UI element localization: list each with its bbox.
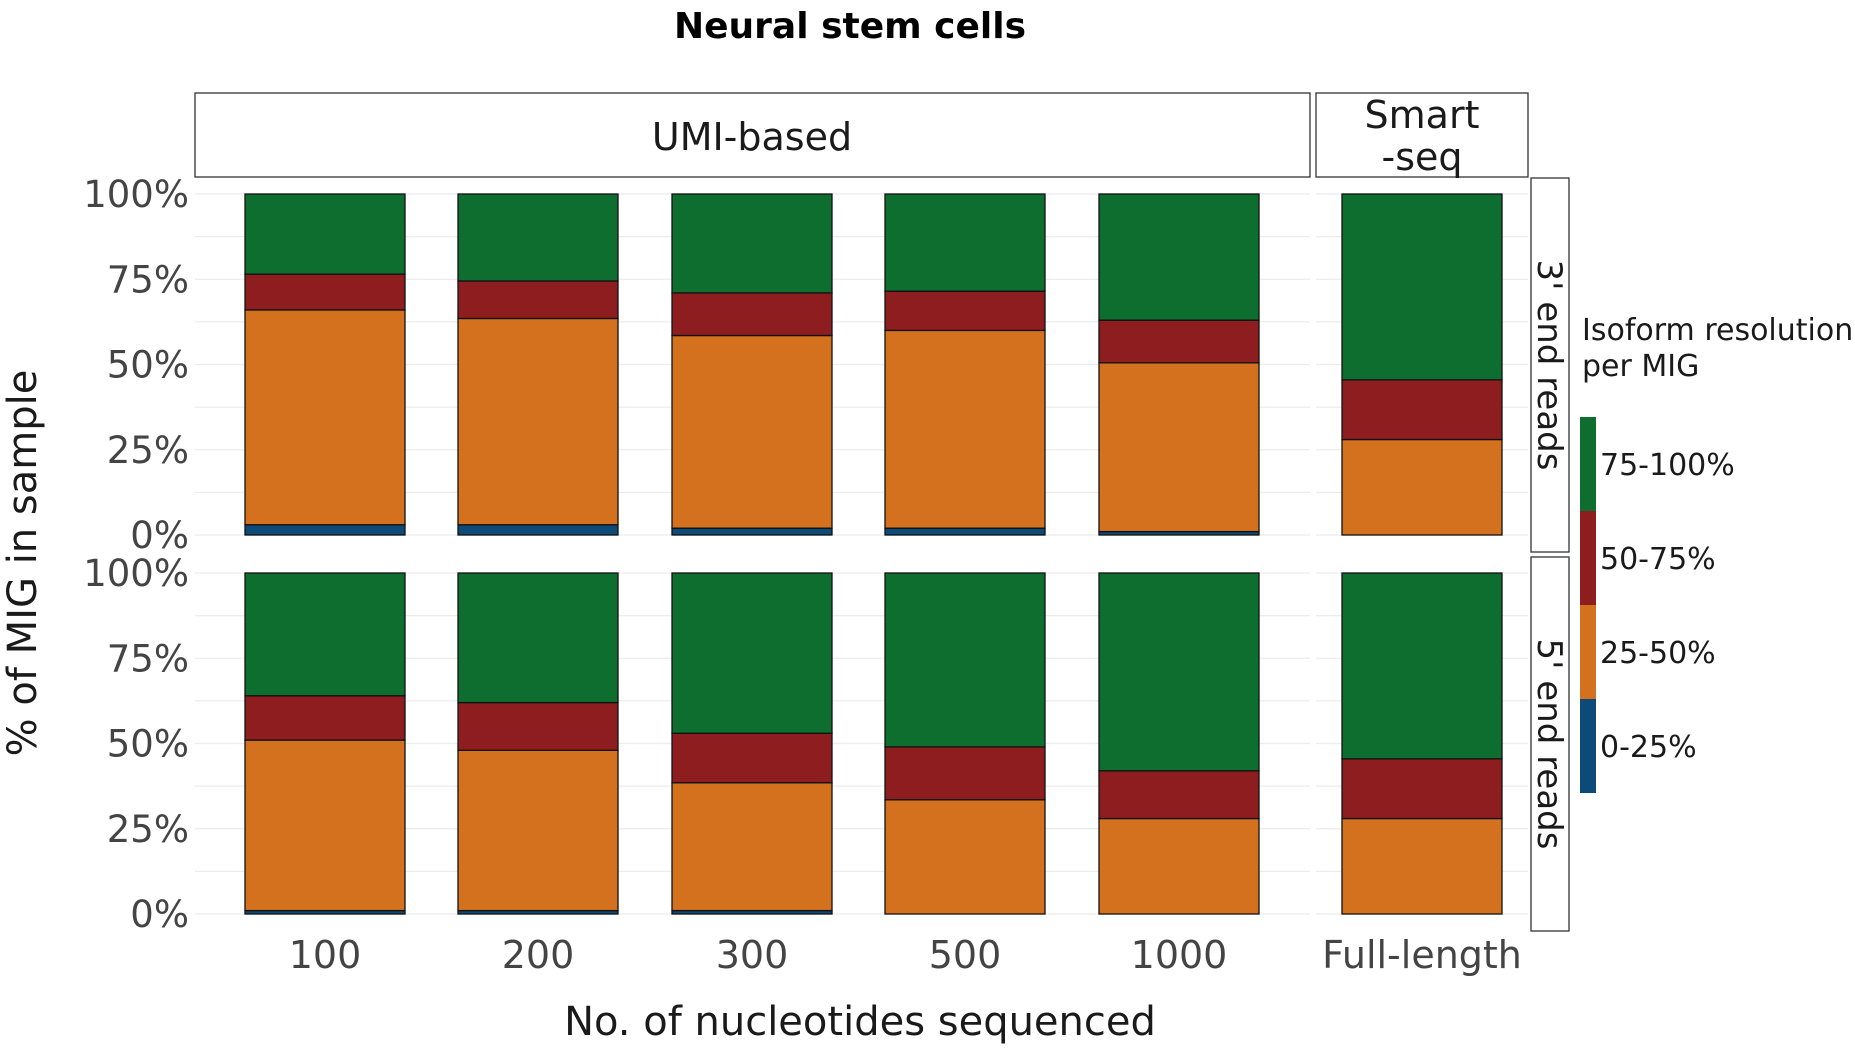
y-axis-label: % of MIG in sample (0, 370, 46, 757)
x-tick-label: 1000 (1131, 933, 1228, 977)
bar-segment (244, 524, 406, 536)
bar-segment (457, 701, 619, 751)
bar-segment (244, 572, 406, 697)
legend-key (1580, 605, 1596, 699)
bar-segment (671, 782, 833, 912)
bar-segment (671, 193, 833, 294)
legend-title-line2: per MIG (1582, 349, 1699, 384)
legend-key (1580, 511, 1596, 605)
y-tick-label: 50% (107, 723, 189, 766)
legend-label: 75-100% (1600, 448, 1735, 483)
bar-segment (1341, 572, 1503, 760)
bar-segment (457, 280, 619, 320)
facet-label-umi: UMI-based (652, 115, 852, 159)
y-tick-label: 0% (130, 893, 189, 936)
bar-segment (1341, 758, 1503, 820)
y-tick-label: 0% (130, 514, 189, 557)
bar-segment (671, 334, 833, 529)
bar-segment (457, 749, 619, 912)
bar-segment (884, 290, 1046, 332)
bar-segment (671, 292, 833, 337)
bar-segment (1341, 379, 1503, 441)
facet-label-row: 3' end reads (1529, 260, 1569, 471)
bar-segment (671, 572, 833, 734)
legend-key (1580, 699, 1596, 793)
legend-label: 50-75% (1600, 542, 1716, 577)
facet-label-row: 5' end reads (1529, 639, 1569, 850)
bar-segment (1341, 438, 1503, 536)
y-tick-label: 50% (107, 344, 189, 387)
x-tick-label: 100 (289, 933, 362, 977)
bar-segment (1341, 193, 1503, 381)
bar-segment (1341, 817, 1503, 915)
facet-strip-smartseq (1315, 92, 1529, 178)
facet-label-smartseq-line2: -seq (1381, 135, 1462, 179)
y-tick-label: 75% (107, 258, 189, 301)
legend-label: 25-50% (1600, 636, 1716, 671)
facet-strips: UMI-based Smart-seq 3' end reads 5' end rea… (194, 92, 1570, 932)
x-tick-label: 500 (929, 933, 1002, 977)
bar-segment (1098, 770, 1260, 820)
bars (244, 193, 1503, 915)
facet-strip-umi (194, 92, 1311, 178)
axes: 0%25%50%75%100%0%25%50%75%100%100 200 300 5… (83, 173, 1522, 977)
bar-segment (1098, 572, 1260, 772)
bar-segment (457, 317, 619, 526)
y-tick-label: 25% (107, 808, 189, 851)
y-tick-label: 75% (107, 637, 189, 680)
facet-strip-row (1530, 177, 1570, 553)
bar-segment (244, 695, 406, 741)
chart-title: Neural stem cells (674, 6, 1026, 47)
bar-segment (884, 746, 1046, 801)
legend-title-line1: Isoform resolution (1582, 313, 1853, 348)
bar-segment (884, 329, 1046, 529)
bar-segment (884, 799, 1046, 915)
bar-segment (671, 527, 833, 536)
x-tick-label: 200 (502, 933, 575, 977)
bar-segment (457, 193, 619, 282)
bar-segment (1098, 193, 1260, 321)
y-tick-label: 100% (83, 552, 189, 595)
y-tick-label: 100% (83, 173, 189, 216)
bar-segment (671, 732, 833, 784)
facet-label-smartseq-line1: Smart (1365, 93, 1480, 137)
x-tick-label: 300 (716, 933, 789, 977)
bar-segment (884, 572, 1046, 748)
bar-segment (1098, 319, 1260, 364)
x-tick-label: Full-length (1322, 933, 1522, 977)
legend-key (1580, 417, 1596, 511)
y-tick-label: 25% (107, 429, 189, 472)
bar-segment (244, 193, 406, 275)
bar-segment (1098, 817, 1260, 915)
legend-label: 0-25% (1600, 730, 1697, 765)
bar-segment (457, 524, 619, 536)
bar-segment (244, 739, 406, 912)
bar-segment (244, 309, 406, 526)
bar-segment (244, 273, 406, 311)
bar-segment (884, 193, 1046, 292)
facet-strip-row (1530, 556, 1570, 932)
bar-segment (884, 527, 1046, 536)
x-axis-label: No. of nucleotides sequenced (564, 999, 1156, 1045)
bar-segment (1098, 362, 1260, 533)
bar-segment (457, 572, 619, 704)
